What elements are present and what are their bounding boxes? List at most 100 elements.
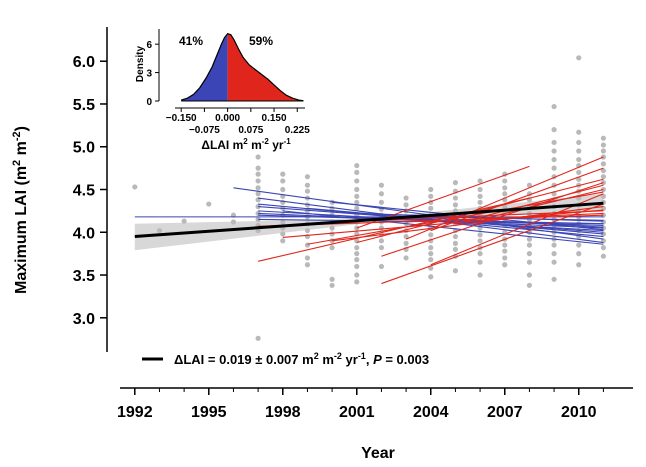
data-point: [329, 231, 335, 237]
data-point: [255, 204, 261, 210]
data-point: [378, 199, 385, 205]
data-point: [354, 251, 360, 257]
data-point: [428, 186, 434, 193]
site-trend-increasing: [406, 212, 604, 223]
data-point: [280, 231, 286, 237]
density-negative-area: [181, 33, 228, 101]
data-point: [502, 242, 508, 248]
data-point: [304, 174, 311, 180]
inset-x-tick-label: 0.075: [238, 125, 263, 136]
y-tick-label: 3.0: [73, 311, 95, 328]
data-point: [576, 242, 582, 248]
x-axis-ticks: 1992 1995 1998 2001 2004 2007 2010: [117, 388, 604, 421]
percent-negative-label: 41%: [179, 34, 203, 48]
data-point: [304, 227, 311, 234]
data-point: [600, 180, 607, 186]
data-point: [354, 279, 360, 285]
data-point: [477, 238, 483, 244]
data-point: [600, 186, 607, 193]
data-point: [329, 225, 335, 231]
data-point: [576, 139, 582, 146]
y-axis-title: Maximum LAI (m2 m-2): [11, 126, 30, 294]
data-point: [354, 245, 360, 251]
inset-x-tick-label: 0.000: [215, 113, 240, 124]
data-point: [526, 259, 533, 265]
data-point: [477, 199, 483, 205]
inset-x-tick-label: −0.150: [166, 113, 197, 124]
data-point: [403, 240, 409, 246]
data-point: [403, 255, 409, 261]
data-point: [477, 259, 483, 265]
data-point: [452, 202, 459, 208]
data-point: [255, 171, 261, 177]
data-point: [304, 242, 311, 248]
data-point: [255, 185, 261, 191]
data-point: [477, 193, 483, 199]
x-tick-label: 2001: [339, 404, 375, 421]
data-point: [255, 154, 261, 160]
data-point: [576, 251, 582, 257]
y-tick-label: 4.5: [73, 183, 95, 200]
data-point: [551, 165, 557, 171]
data-point: [502, 178, 508, 184]
inset-x-axis-title: ΔLAI m2 m-2 yr-1: [201, 137, 291, 152]
data-point: [452, 268, 459, 274]
y-tick-label: 5.0: [73, 140, 95, 157]
data-point: [526, 282, 533, 288]
data-point: [280, 178, 286, 184]
data-point: [452, 246, 459, 252]
data-point: [502, 248, 508, 254]
data-point: [551, 103, 557, 110]
density-inset: 0 3 6 −0.150 0.000 0.150 −0.075 0.075 0.225 Dens…: [135, 29, 310, 152]
data-point: [354, 162, 360, 169]
data-point: [477, 186, 483, 193]
data-point: [551, 242, 557, 248]
data-point: [551, 148, 557, 154]
data-point: [354, 205, 360, 211]
data-point: [230, 219, 237, 225]
data-point: [181, 218, 187, 224]
data-point: [600, 154, 607, 160]
data-point: [403, 195, 409, 201]
data-point: [526, 272, 533, 278]
x-tick-label: 2007: [487, 404, 523, 421]
site-trend-increasing: [405, 156, 604, 240]
data-point: [255, 335, 261, 341]
data-point: [403, 202, 409, 208]
data-point: [502, 255, 508, 261]
density-curve: [181, 33, 304, 102]
data-point: [206, 201, 212, 207]
data-point: [600, 253, 607, 259]
data-point: [280, 186, 286, 193]
x-tick-label: 2004: [413, 404, 449, 421]
inset-y-tick-label: 0: [146, 97, 152, 108]
data-point: [551, 251, 557, 257]
site-trend-increasing: [479, 188, 604, 220]
data-point: [600, 161, 607, 167]
data-point: [378, 245, 385, 251]
data-point: [156, 227, 163, 234]
data-point: [502, 185, 508, 191]
data-point: [526, 236, 533, 242]
data-point: [477, 272, 483, 278]
data-point: [600, 148, 607, 154]
data-point: [576, 148, 582, 154]
site-trend-increasing: [455, 184, 604, 225]
data-point: [403, 233, 409, 240]
site-trend-decreasing: [282, 210, 604, 245]
data-point: [304, 188, 311, 194]
inset-y-axis-title: Density: [135, 46, 146, 83]
data-point: [526, 251, 533, 257]
data-point: [600, 245, 607, 251]
data-point: [452, 233, 459, 240]
data-point: [378, 225, 385, 231]
data-point: [329, 245, 335, 251]
data-point: [526, 242, 533, 248]
inset-y-tick-label: 6: [146, 40, 152, 51]
data-point: [576, 55, 582, 61]
data-point: [280, 171, 286, 177]
data-point: [304, 255, 311, 261]
data-point: [354, 263, 360, 270]
data-point: [600, 174, 607, 180]
